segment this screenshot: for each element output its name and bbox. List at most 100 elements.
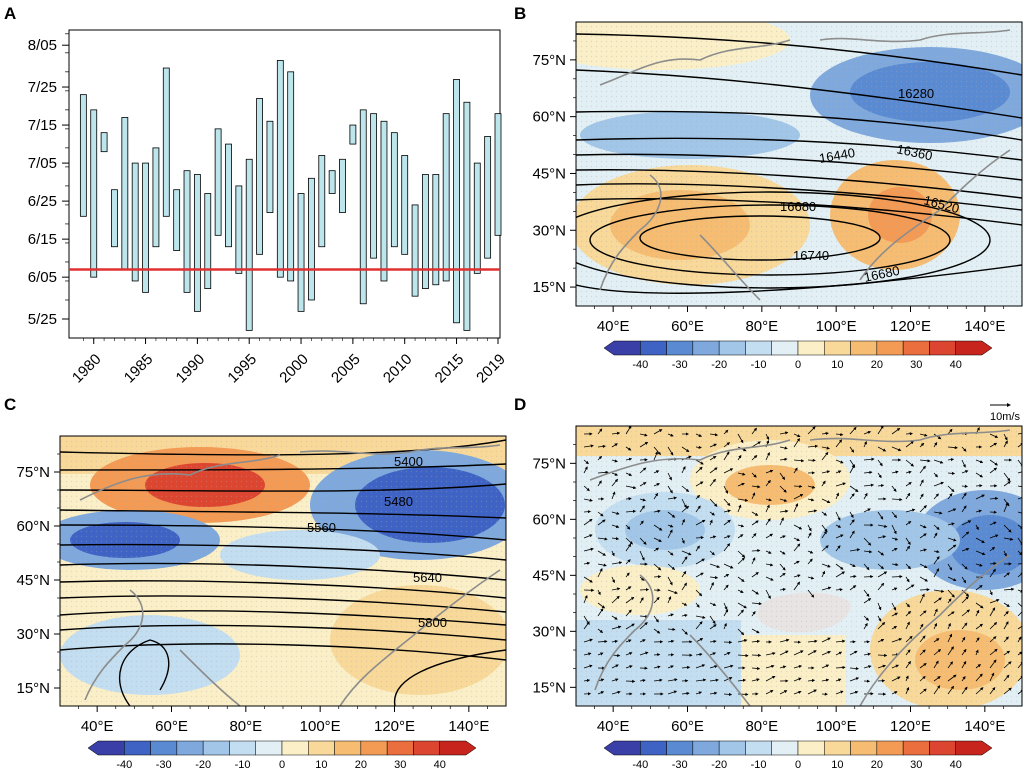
wind-vector xyxy=(835,459,844,464)
wind-vector xyxy=(1017,550,1022,556)
wind-vector xyxy=(793,537,801,541)
contour-label: 16280 xyxy=(898,86,934,101)
wind-vector xyxy=(597,537,608,541)
wind-vector xyxy=(947,633,953,643)
wind-vector xyxy=(989,534,999,539)
wind-vector xyxy=(1017,636,1022,643)
wind-vector xyxy=(849,511,854,518)
wind-vector xyxy=(611,550,615,557)
wind-vector xyxy=(1017,624,1022,630)
wind-vector xyxy=(975,673,983,682)
wind-vector xyxy=(611,595,620,604)
wind-vector xyxy=(639,614,649,619)
wind-vector xyxy=(947,661,953,669)
colorbar-swatch xyxy=(666,340,694,356)
wind-vector xyxy=(821,524,828,533)
colorbar-label: -10 xyxy=(235,759,251,771)
wind-vector xyxy=(877,638,885,643)
wind-vector xyxy=(695,652,703,657)
wind-vector xyxy=(1017,651,1022,656)
panel-c-contour xyxy=(60,610,506,626)
wind-vector xyxy=(597,444,606,449)
wind-vector xyxy=(625,639,632,643)
wind-vector xyxy=(737,589,744,593)
panel-d-reference-vector-label: 10m/s xyxy=(990,411,1020,423)
wind-vector xyxy=(709,498,718,507)
wind-vector xyxy=(877,550,885,556)
colorbar-label: -40 xyxy=(116,759,132,771)
panel-c-contour xyxy=(60,595,506,613)
wind-vector xyxy=(989,599,1000,604)
wind-vector xyxy=(891,612,899,617)
wind-vector xyxy=(919,663,927,669)
colorbar-swatch xyxy=(640,740,667,756)
wind-vector xyxy=(1017,563,1022,565)
wind-vector xyxy=(891,524,897,535)
wind-vector xyxy=(667,446,674,456)
wind-vector xyxy=(611,431,621,435)
colorbar-swatch xyxy=(255,740,283,756)
panel-c-coastline xyxy=(179,649,241,706)
wind-vector xyxy=(709,519,713,526)
wind-vector xyxy=(611,639,619,643)
wind-vector xyxy=(793,503,799,513)
wind-vector xyxy=(835,524,842,528)
colorbar-swatch xyxy=(876,740,904,756)
wind-vector xyxy=(709,550,715,556)
wind-vector xyxy=(863,537,872,546)
bar-1990 xyxy=(193,174,201,312)
wind-vector xyxy=(961,492,967,500)
bar-2000 xyxy=(297,193,305,312)
wind-vector xyxy=(723,543,731,552)
wind-vector xyxy=(905,660,911,669)
wind-vector xyxy=(863,575,874,579)
wind-vector xyxy=(709,665,718,669)
colorbar-label: 30 xyxy=(910,359,922,371)
wind-vector xyxy=(737,576,745,582)
wind-vector xyxy=(933,511,943,515)
wind-vector xyxy=(933,459,944,464)
colorbar-swatch xyxy=(797,340,825,356)
panel-b-contour xyxy=(576,110,1022,141)
wind-vector xyxy=(891,537,899,541)
wind-vector xyxy=(611,511,620,515)
wind-vector xyxy=(793,438,800,448)
wind-vector xyxy=(807,576,815,580)
wind-vector xyxy=(1003,572,1010,578)
wind-vector xyxy=(793,677,802,682)
colorbar-label: 20 xyxy=(355,759,367,771)
wind-vector xyxy=(989,459,999,466)
wind-vector xyxy=(961,520,972,526)
wind-vector xyxy=(975,459,984,464)
wind-vector xyxy=(793,664,803,669)
wind-vector xyxy=(695,545,700,552)
wind-vector xyxy=(667,678,678,682)
wind-vector xyxy=(947,522,955,526)
wind-vector xyxy=(877,615,882,622)
wind-vector xyxy=(877,446,887,452)
wind-vector xyxy=(597,691,605,695)
wind-vector xyxy=(849,690,859,695)
wind-vector xyxy=(863,430,872,435)
wind-vector xyxy=(877,511,884,520)
wind-vector xyxy=(723,468,734,474)
y-tick-label: 5/25 xyxy=(28,311,57,328)
wind-vector xyxy=(681,556,688,565)
panel-d-coastline xyxy=(809,429,1011,443)
contour-label: 16680 xyxy=(863,263,901,285)
wind-vector xyxy=(653,563,662,571)
wind-vector xyxy=(611,537,620,541)
wind-vector xyxy=(835,511,841,521)
wind-vector xyxy=(891,511,898,519)
wind-vector xyxy=(695,678,707,682)
wind-vector xyxy=(891,602,897,611)
wind-vector xyxy=(891,575,903,579)
colorbar-label: 0 xyxy=(795,759,801,771)
wind-vector xyxy=(779,509,789,513)
lon-tick-label: 80°E xyxy=(745,318,778,335)
wind-vector xyxy=(723,692,733,697)
wind-vector xyxy=(919,688,927,695)
wind-vector xyxy=(961,596,969,604)
panel-label-a: A xyxy=(4,4,16,23)
panel-b-coastlines xyxy=(599,29,1011,301)
